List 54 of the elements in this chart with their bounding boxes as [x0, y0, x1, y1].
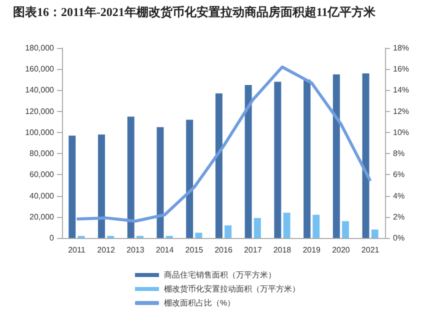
bar — [274, 82, 282, 238]
x-tick-label: 2014 — [156, 246, 174, 254]
y2-tick-label: 18% — [393, 44, 410, 52]
y-tick-label: 0 — [50, 234, 55, 242]
bar — [254, 218, 261, 238]
y2-tick-label: 0% — [393, 234, 405, 242]
legend-label: 棚改货币化安置拉动面积（万平方米） — [164, 284, 300, 294]
bar — [156, 127, 164, 238]
y-tick-label: 100,000 — [25, 128, 55, 137]
y2-tick-label: 4% — [393, 191, 405, 200]
bar — [244, 84, 252, 238]
x-tick-label: 2016 — [214, 246, 233, 254]
y-tick-label: 20,000 — [30, 212, 55, 222]
bar — [371, 230, 378, 238]
y2-tick-label: 2% — [393, 212, 405, 222]
y2-tick-label: 8% — [393, 149, 405, 158]
y-tick-label: 60,000 — [30, 170, 55, 180]
bar — [362, 73, 370, 238]
x-tick-label: 2021 — [361, 246, 380, 254]
y2-tick-label: 14% — [393, 86, 410, 95]
x-tick-label: 2011 — [68, 246, 86, 254]
bar — [283, 212, 290, 238]
bar — [195, 232, 202, 238]
bar — [312, 214, 320, 238]
y2-tick-label: 10% — [393, 128, 410, 137]
x-tick-label: 2017 — [244, 246, 262, 254]
y2-tick-label: 12% — [393, 106, 410, 116]
chart-title: 图表16：2011年-2021年棚改货币化安置拉动商品房面积超11亿平方米 — [13, 5, 377, 19]
y-tick-label: 140,000 — [25, 86, 55, 95]
bar — [68, 136, 76, 238]
x-tick-label: 2020 — [332, 246, 350, 254]
y-tick-label: 160,000 — [25, 64, 55, 74]
bar — [186, 120, 194, 238]
y2-tick-label: 16% — [393, 64, 410, 74]
y2-tick-label: 6% — [393, 170, 405, 180]
x-tick-label: 2015 — [185, 246, 204, 254]
x-tick-label: 2018 — [273, 246, 292, 254]
bar — [127, 116, 134, 238]
bar — [224, 225, 232, 238]
bar — [332, 74, 340, 238]
bar — [342, 221, 350, 238]
x-tick-label: 2019 — [302, 246, 322, 254]
x-tick-label: 2012 — [97, 246, 116, 254]
y-tick-label: 80,000 — [30, 149, 55, 158]
legend-label: 商品住宅销售面积（万平方米） — [164, 270, 276, 280]
line-series — [75, 66, 372, 223]
y-tick-label: 120,000 — [25, 106, 55, 116]
bar — [304, 80, 311, 238]
x-tick-label: 2013 — [126, 246, 145, 254]
y-tick-label: 180,000 — [25, 44, 55, 52]
legend-label: 棚改面积占比（%） — [164, 298, 236, 308]
y-tick-label: 40,000 — [30, 191, 55, 200]
bar — [215, 93, 222, 238]
bar — [98, 134, 105, 238]
